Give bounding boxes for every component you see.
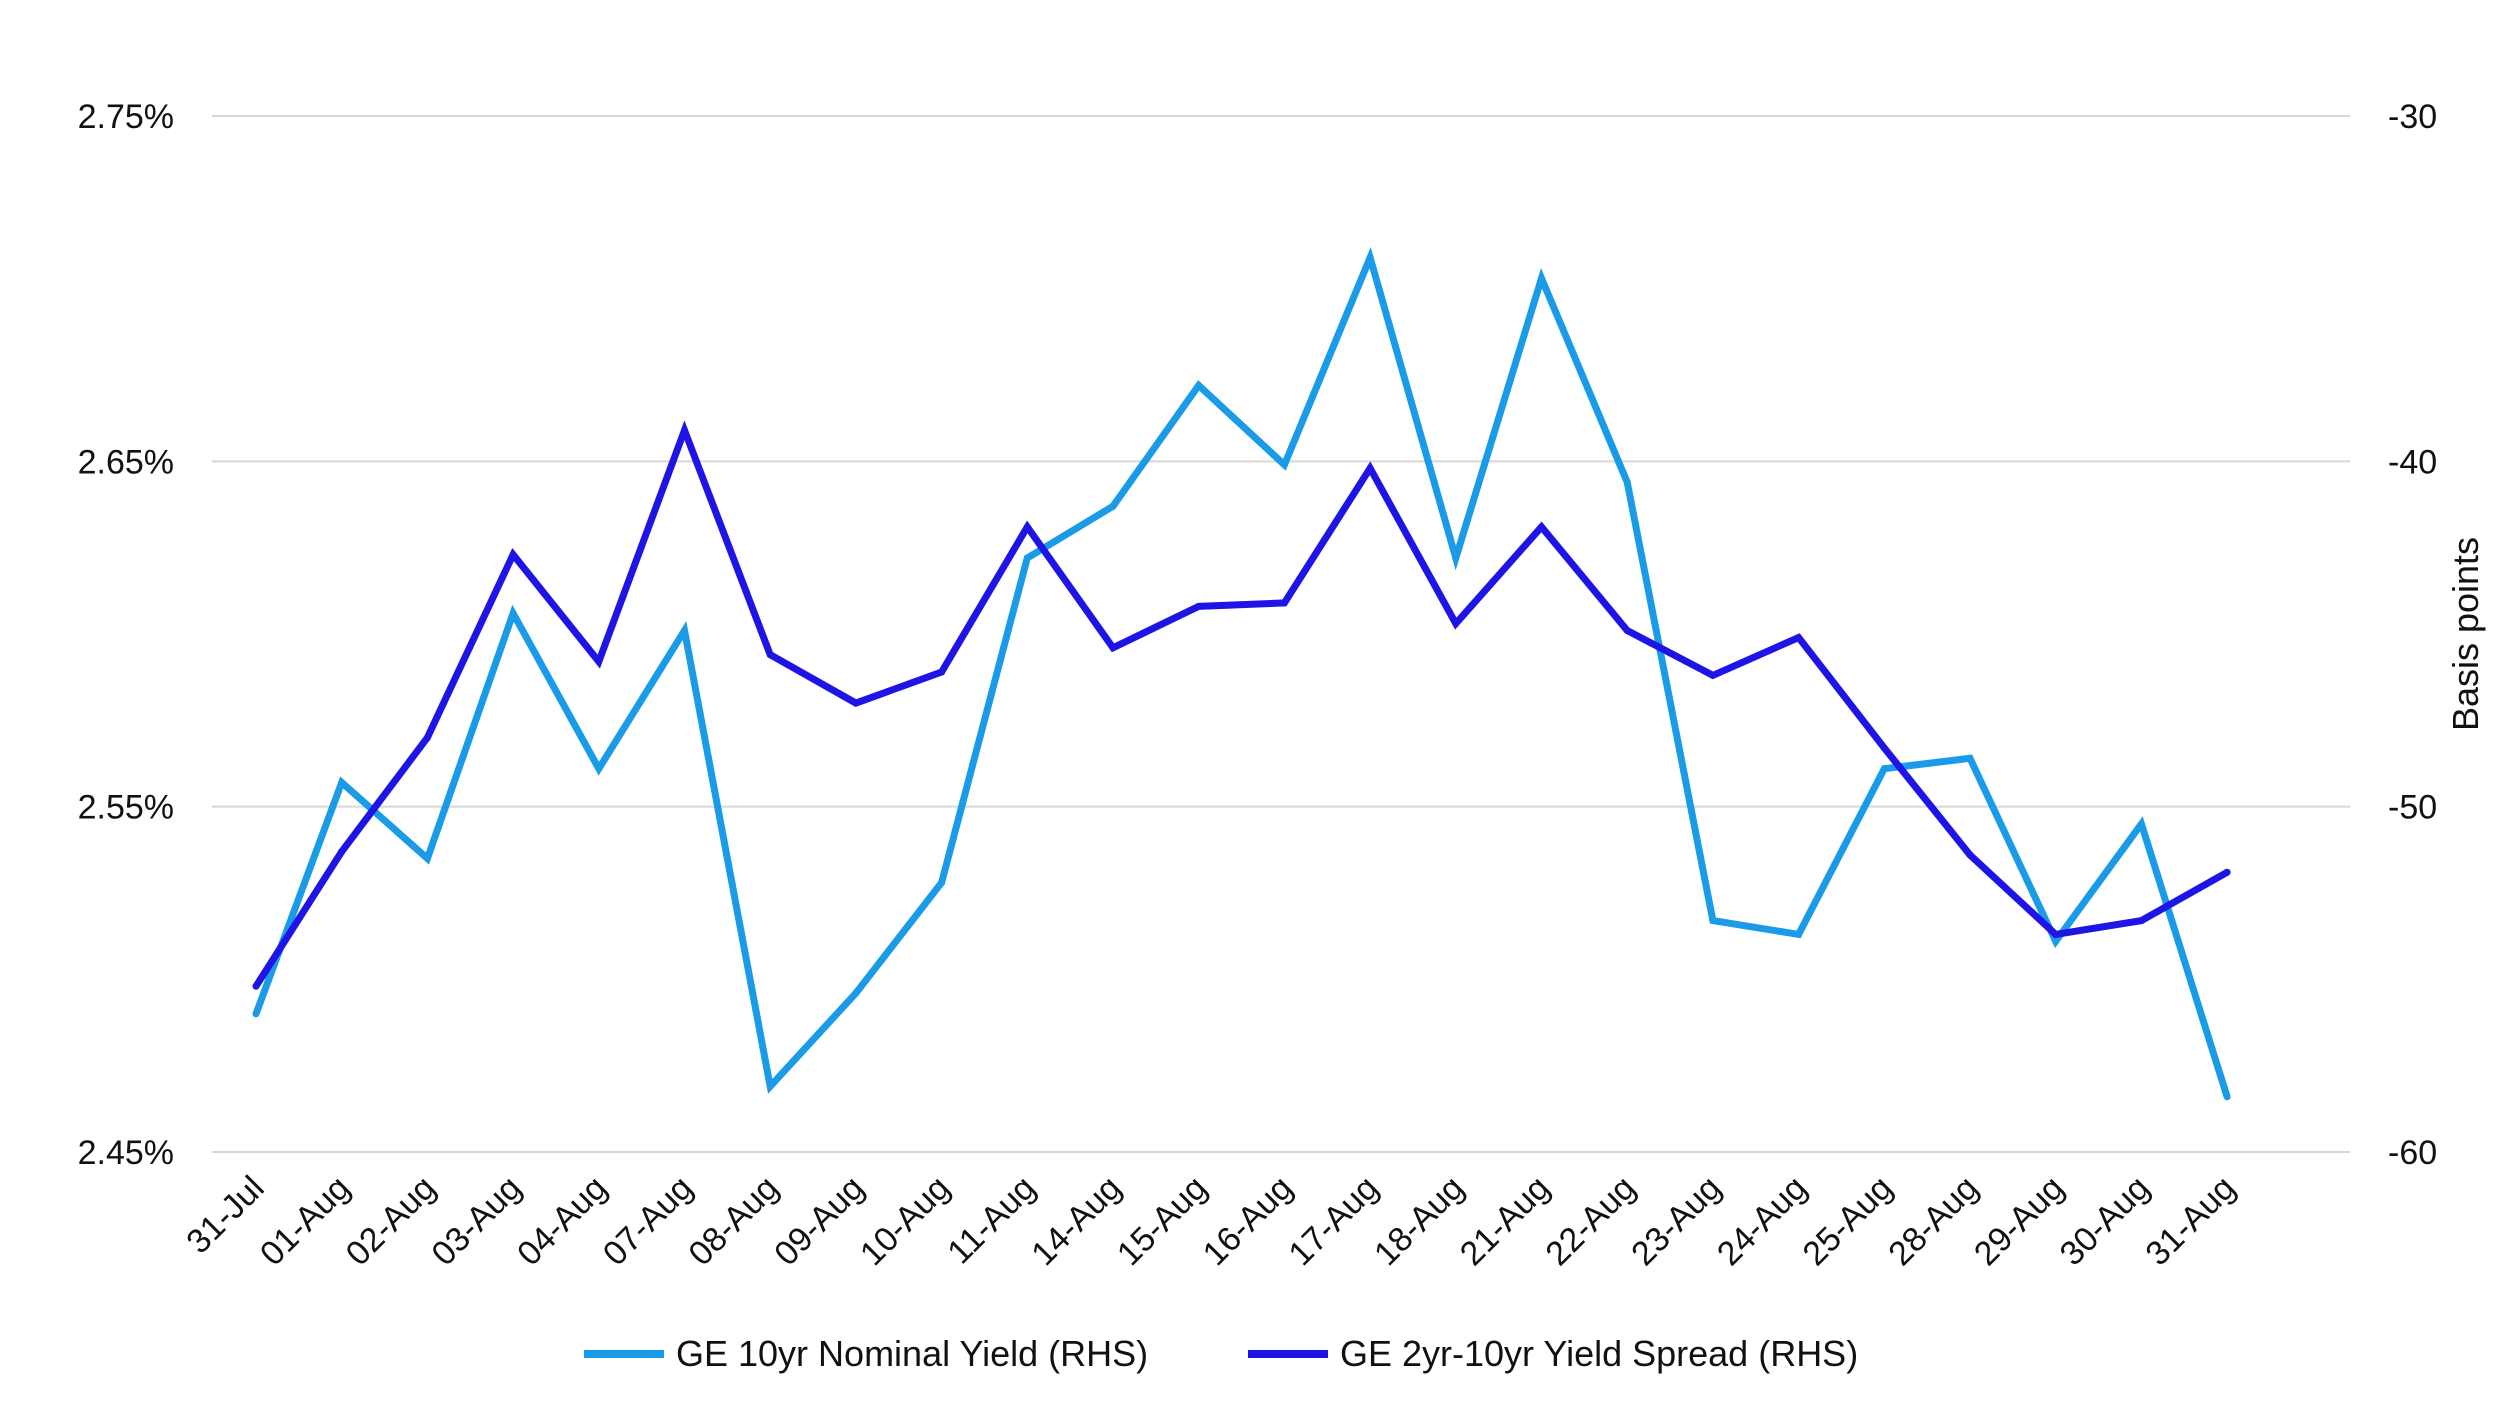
data-point <box>252 1010 260 1018</box>
data-point <box>1623 627 1631 635</box>
data-point <box>2052 930 2060 938</box>
data-point <box>595 658 603 666</box>
data-point <box>423 854 431 862</box>
data-point <box>1623 478 1631 486</box>
left-tick-label: 2.75% <box>78 98 174 136</box>
x-tick-label: 15-Aug <box>1110 1169 1214 1273</box>
x-tick-label: 01-Aug <box>253 1169 357 1273</box>
series-lines <box>252 246 2231 1101</box>
data-point <box>1280 599 1288 607</box>
left-tick-label: 2.55% <box>78 789 174 827</box>
data-point <box>1109 502 1117 510</box>
x-tick-label: 24-Aug <box>1710 1169 1814 1273</box>
data-point <box>852 699 860 707</box>
data-point <box>423 734 431 742</box>
data-point <box>852 989 860 997</box>
data-point <box>1366 464 1374 472</box>
x-tick-label: 10-Aug <box>853 1169 957 1273</box>
right-tick-label: -40 <box>2388 443 2437 481</box>
x-tick-label: 23-Aug <box>1624 1169 1728 1273</box>
x-tick-label: 09-Aug <box>767 1169 871 1273</box>
data-point <box>1452 620 1460 628</box>
series-1 <box>252 246 2231 1101</box>
x-tick-label: 04-Aug <box>510 1169 614 1273</box>
x-tick-label: 22-Aug <box>1538 1169 1642 1273</box>
x-axis-ticks: 31-Jul01-Aug02-Aug03-Aug04-Aug07-Aug08-A… <box>179 1169 2242 1273</box>
x-tick-label: 14-Aug <box>1024 1169 1128 1273</box>
x-tick-label: 28-Aug <box>1881 1169 1985 1273</box>
left-tick-label: 2.45% <box>78 1134 174 1172</box>
right-tick-label: -50 <box>2388 789 2437 827</box>
x-tick-label: 30-Aug <box>2053 1169 2157 1273</box>
legend-label: GE 2yr-10yr Yield Spread (RHS) <box>1340 1333 1858 1374</box>
data-point <box>1109 644 1117 652</box>
data-point <box>2137 820 2145 828</box>
data-point <box>1538 523 1545 531</box>
series-2 <box>252 420 2231 990</box>
x-tick-label: 02-Aug <box>339 1169 443 1273</box>
legend: GE 10yr Nominal Yield (RHS) GE 2yr-10yr Y… <box>584 1333 1858 1374</box>
data-point <box>1709 917 1717 925</box>
data-point <box>1195 381 1203 389</box>
legend-item: GE 2yr-10yr Yield Spread (RHS) <box>1248 1333 1858 1374</box>
data-point <box>252 982 260 990</box>
right-axis-title: Basis points <box>2445 537 2486 731</box>
left-axis-ticks: 2.45% 2.55% 2.65% 2.75% <box>78 98 174 1172</box>
data-point <box>1880 765 1888 773</box>
data-point <box>1966 754 1974 762</box>
data-point <box>2137 917 2145 925</box>
right-tick-label: -60 <box>2388 1134 2437 1172</box>
x-tick-label: 31-Aug <box>2138 1169 2242 1273</box>
right-axis-ticks: -60 -50 -40 -30 <box>2388 98 2437 1172</box>
series-line <box>253 420 2229 989</box>
data-point <box>595 765 603 773</box>
gridlines <box>212 115 2350 1153</box>
data-point <box>681 627 688 635</box>
series-line <box>252 246 2231 1098</box>
data-point <box>1366 254 1374 262</box>
data-point <box>1023 523 1031 531</box>
right-tick-label: -30 <box>2388 98 2437 136</box>
x-tick-label: 03-Aug <box>424 1169 528 1273</box>
data-point <box>766 1082 774 1090</box>
x-tick-label: 11-Aug <box>940 1169 1043 1272</box>
legend-item: GE 10yr Nominal Yield (RHS) <box>584 1333 1148 1374</box>
x-tick-label: 18-Aug <box>1367 1169 1471 1273</box>
x-tick-label: 08-Aug <box>681 1169 785 1273</box>
data-point <box>1709 671 1717 679</box>
data-point <box>1452 554 1460 562</box>
data-point <box>2223 1093 2231 1101</box>
data-point <box>1195 602 1203 610</box>
data-point <box>1023 554 1031 562</box>
data-point <box>766 651 774 659</box>
data-point <box>938 668 946 676</box>
data-point <box>1538 274 1545 282</box>
data-point <box>1795 633 1803 641</box>
data-point <box>1795 930 1803 938</box>
data-point <box>338 778 346 786</box>
data-point <box>938 879 946 887</box>
data-point <box>1966 851 1974 859</box>
legend-label: GE 10yr Nominal Yield (RHS) <box>676 1333 1148 1374</box>
data-point <box>681 426 688 434</box>
data-point <box>509 609 517 617</box>
x-tick-label: 29-Aug <box>1967 1169 2071 1273</box>
data-point <box>1280 461 1288 469</box>
data-point <box>338 848 346 856</box>
data-point <box>1880 744 1888 752</box>
data-point <box>2052 937 2060 945</box>
data-point <box>2223 868 2231 876</box>
x-tick-label: 16-Aug <box>1196 1169 1300 1273</box>
x-tick-label: 17-Aug <box>1281 1169 1385 1273</box>
data-point <box>509 551 517 559</box>
x-tick-label: 25-Aug <box>1796 1169 1900 1273</box>
left-tick-label: 2.65% <box>78 443 174 481</box>
x-tick-label: 21-Aug <box>1453 1169 1557 1273</box>
x-tick-label: 07-Aug <box>596 1169 700 1273</box>
